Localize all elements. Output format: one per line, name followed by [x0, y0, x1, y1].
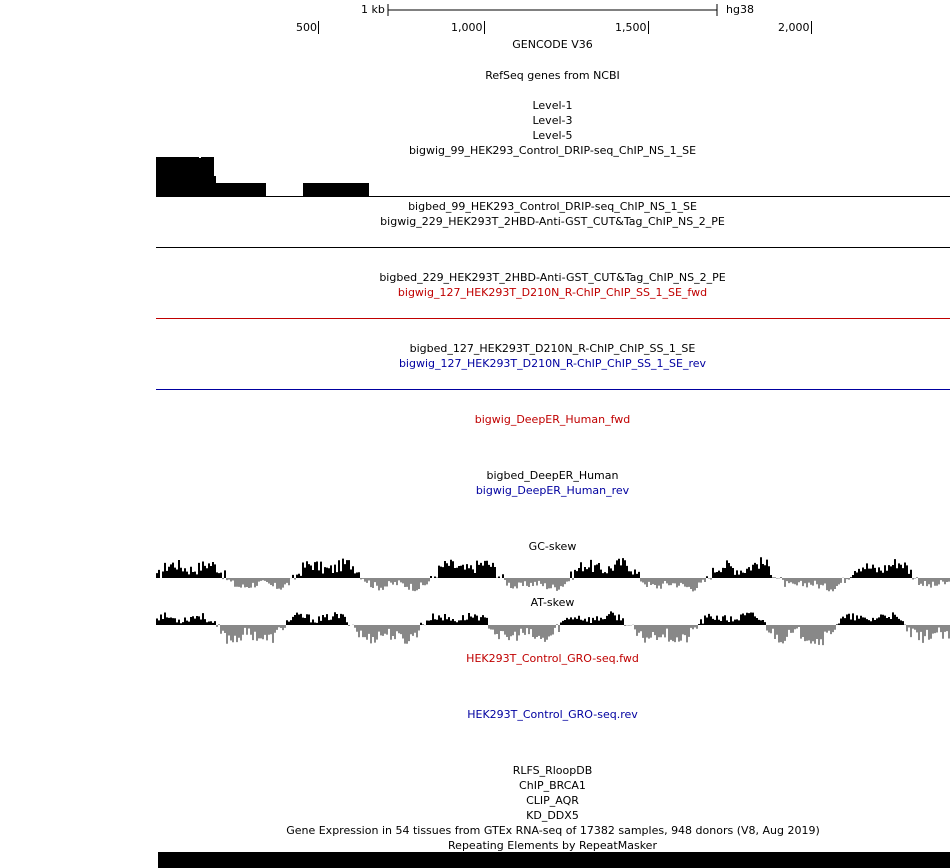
- track-label-bigwig-127-fwd[interactable]: bigwig_127_HEK293T_D210N_R-ChIP_ChIP_SS_…: [397, 286, 708, 299]
- track-label-bigwig-99[interactable]: bigwig_99_HEK293_Control_DRIP-seq_ChIP_N…: [408, 144, 697, 157]
- ruler-scale-label: 1 kb: [361, 3, 385, 16]
- track-label-bigwig-229[interactable]: bigwig_229_HEK293T_2HBD-Anti-GST_CUT&Tag…: [380, 215, 725, 228]
- cut-tag-signal-baseline[interactable]: [156, 247, 950, 248]
- ruler-tick-label: 2,000: [778, 21, 810, 34]
- track-label-level3[interactable]: Level-3: [532, 114, 573, 127]
- rchip-rev-signal-baseline[interactable]: [156, 389, 950, 390]
- track-label-level5[interactable]: Level-5: [532, 129, 573, 142]
- gc-skew-signal-track[interactable]: [156, 552, 950, 594]
- track-label-deeper-rev[interactable]: bigwig_DeepER_Human_rev: [475, 484, 630, 497]
- track-label-chip-brca1[interactable]: ChIP_BRCA1: [519, 779, 586, 792]
- ruler-tick-label: 500: [296, 21, 317, 34]
- track-label-deeper-bigbed[interactable]: bigbed_DeepER_Human: [486, 469, 619, 482]
- ruler-tick-500: 500: [296, 21, 319, 34]
- ruler-scale-bar: [387, 4, 718, 16]
- track-label-at-skew[interactable]: AT-skew: [530, 596, 575, 609]
- gc-svg-positive-area: [156, 557, 950, 578]
- at-svg-negative-area: [156, 625, 950, 646]
- repeatmasker-feature-bar[interactable]: [158, 852, 950, 868]
- ruler-tick-2000: 2,000: [778, 21, 812, 34]
- track-label-gencode[interactable]: GENCODE V36: [512, 38, 593, 51]
- ruler-tick-label: 1,000: [451, 21, 483, 34]
- track-label-deeper-fwd[interactable]: bigwig_DeepER_Human_fwd: [474, 413, 631, 426]
- track-label-kd-ddx5[interactable]: KD_DDX5: [526, 809, 579, 822]
- track-label-gro-rev[interactable]: HEK293T_Control_GRO-seq.rev: [467, 708, 638, 721]
- track-label-bigbed-229[interactable]: bigbed_229_HEK293T_2HBD-Anti-GST_CUT&Tag…: [379, 271, 726, 284]
- track-label-rlfs[interactable]: RLFS_RloopDB: [512, 764, 593, 777]
- track-label-bigbed-127[interactable]: bigbed_127_HEK293T_D210N_R-ChIP_ChIP_SS_…: [409, 342, 696, 355]
- track-label-bigbed-99[interactable]: bigbed_99_HEK293_Control_DRIP-seq_ChIP_N…: [408, 200, 697, 213]
- track-label-gro-fwd[interactable]: HEK293T_Control_GRO-seq.fwd: [466, 652, 639, 665]
- track-label-clip-aqr[interactable]: CLIP_AQR: [526, 794, 579, 807]
- ruler-tick-label: 1,500: [615, 21, 647, 34]
- gc-svg-negative-area: [156, 578, 950, 592]
- at-skew-signal-track[interactable]: [156, 607, 950, 649]
- track-label-gtex[interactable]: Gene Expression in 54 tissues from GTEx …: [286, 824, 820, 837]
- track-label-repeatmasker[interactable]: Repeating Elements by RepeatMasker: [448, 839, 657, 852]
- ruler-tick-1000: 1,000: [451, 21, 485, 34]
- ruler-assembly-label: hg38: [726, 3, 754, 16]
- track-label-bigwig-127-rev[interactable]: bigwig_127_HEK293T_D210N_R-ChIP_ChIP_SS_…: [398, 357, 707, 370]
- ruler-tick-1500: 1,500: [615, 21, 649, 34]
- at-svg-positive-area: [156, 611, 950, 625]
- drip-seq-signal-track[interactable]: [156, 156, 950, 198]
- track-label-gc-skew[interactable]: GC-skew: [528, 540, 577, 553]
- rchip-fwd-signal-baseline[interactable]: [156, 318, 950, 319]
- track-label-level1[interactable]: Level-1: [532, 99, 573, 112]
- track-label-refseq[interactable]: RefSeq genes from NCBI: [485, 69, 620, 82]
